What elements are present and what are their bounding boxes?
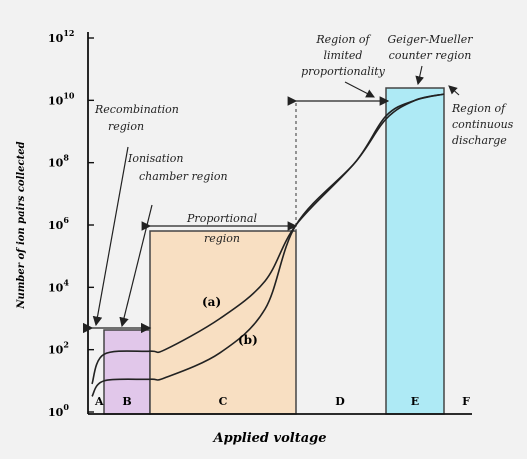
y-tick-label: 100 bbox=[48, 402, 69, 419]
region-c-fill bbox=[149, 230, 297, 415]
geiger-text: Geiger-Mueller counter region bbox=[387, 33, 473, 62]
y-ticks: 100 102 104 106 108 1010 1012 bbox=[48, 28, 94, 419]
recombination-arrow bbox=[92, 146, 129, 327]
ionisation-arrow bbox=[119, 204, 153, 328]
continuous-text: Region of continuous discharge bbox=[451, 102, 514, 147]
ionisation-text: Ionisation chamber region bbox=[127, 152, 228, 183]
region-e-fill bbox=[385, 87, 445, 415]
region-label-f: F bbox=[462, 395, 470, 408]
region-label-b: B bbox=[122, 395, 131, 408]
limited-pointer bbox=[344, 81, 375, 98]
region-label-a: A bbox=[94, 395, 104, 408]
region-label-e: E bbox=[411, 395, 419, 408]
continuous-arrow bbox=[448, 85, 460, 96]
proportional-text: Proportional region bbox=[186, 212, 257, 245]
geiger-arrow bbox=[415, 65, 424, 86]
region-b-fill bbox=[103, 329, 151, 415]
y-tick-label: 102 bbox=[48, 340, 69, 357]
y-tick-label: 108 bbox=[48, 153, 69, 170]
series-a-label: (a) bbox=[202, 295, 221, 309]
y-tick-label: 104 bbox=[48, 277, 69, 294]
x-axis-label: Applied voltage bbox=[212, 431, 327, 446]
series-b-label: (b) bbox=[238, 333, 258, 347]
y-tick-label: 106 bbox=[48, 215, 69, 232]
series-b-line bbox=[91, 93, 445, 397]
recombination-text: Recombination region bbox=[94, 103, 179, 133]
region-label-d: D bbox=[335, 395, 345, 408]
y-tick-label: 1012 bbox=[48, 28, 74, 45]
region-label-c: C bbox=[219, 395, 228, 408]
series-a-line bbox=[91, 93, 445, 385]
y-axis-label: Number of ion pairs collected bbox=[16, 141, 27, 309]
limited-text: Region of limited proportionality bbox=[301, 33, 386, 78]
y-tick-label: 1010 bbox=[48, 90, 75, 107]
